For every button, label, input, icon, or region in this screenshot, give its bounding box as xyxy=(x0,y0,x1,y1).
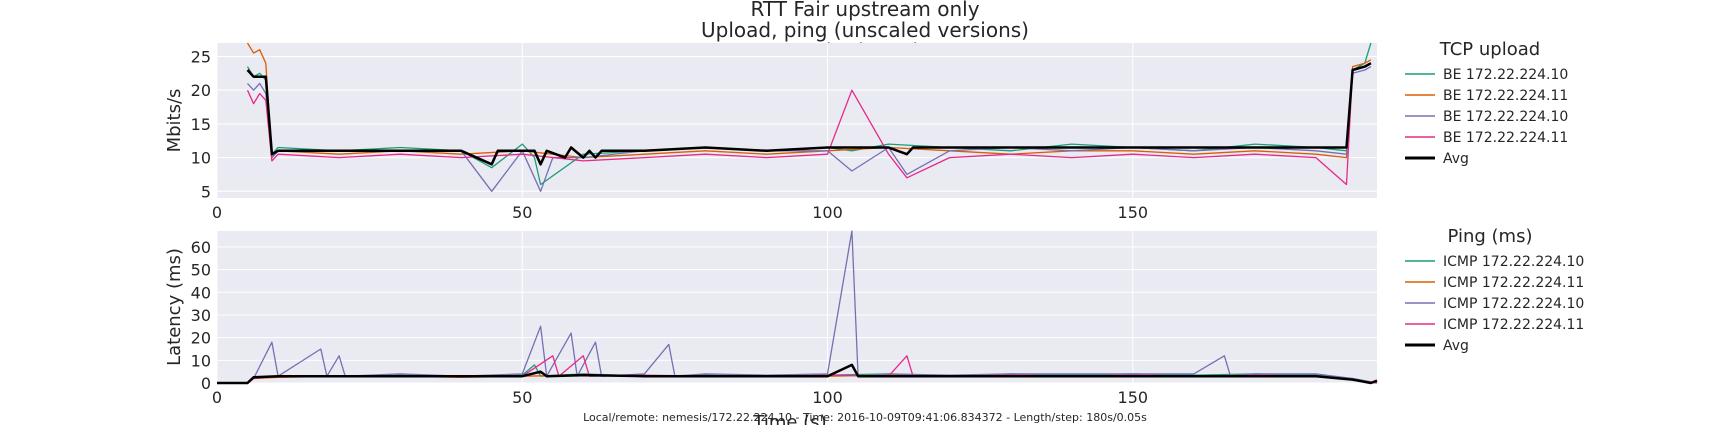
series-lines xyxy=(217,230,1378,385)
x-tick-label: 150 xyxy=(1118,203,1149,222)
x-tick-labels: 0 50 100 150 xyxy=(212,388,1148,407)
x-tick-label: 0 xyxy=(212,388,222,407)
legend: Ping (ms) ICMP 172.22.224.10 ICMP 172.22.… xyxy=(1405,226,1584,354)
x-tick-label: 0 xyxy=(212,203,222,222)
legend-title: Ping (ms) xyxy=(1448,226,1533,247)
series-line xyxy=(217,230,1378,384)
legend-label: BE 172.22.224.11 xyxy=(1443,130,1568,146)
legend-title: TCP upload xyxy=(1439,39,1540,60)
footer-info: Local/remote: nemesis/172.22.224.10 - Ti… xyxy=(583,411,1147,424)
x-tick-label: 50 xyxy=(512,388,532,407)
y-tick-label: 10 xyxy=(191,351,211,370)
legend: TCP upload BE 172.22.224.10 BE 172.22.224… xyxy=(1405,39,1568,167)
x-axis-label: Time (s) xyxy=(752,412,826,425)
y-tick-labels: 5 10 15 20 25 xyxy=(191,47,211,201)
y-tick-label: 5 xyxy=(201,182,211,201)
y-tick-label: 50 xyxy=(191,261,211,280)
legend-label: Avg xyxy=(1443,338,1469,354)
plot-background xyxy=(217,43,1377,198)
legend-label: BE 172.22.224.11 xyxy=(1443,88,1568,104)
y-tick-label: 60 xyxy=(191,238,211,257)
x-tick-label: 150 xyxy=(1118,388,1149,407)
legend-label: BE 172.22.224.10 xyxy=(1443,109,1568,125)
y-tick-label: 15 xyxy=(191,115,211,134)
y-tick-label: 30 xyxy=(191,306,211,325)
x-tick-label: 50 xyxy=(512,203,532,222)
gridlines xyxy=(216,231,1377,384)
title-line: RTT Fair upstream only xyxy=(750,0,979,21)
legend-label: ICMP 172.22.224.11 xyxy=(1443,317,1584,333)
y-tick-label: 10 xyxy=(191,149,211,168)
y-tick-label: 25 xyxy=(191,47,211,66)
y-axis-label: Latency (ms) xyxy=(164,248,185,366)
legend-label: Avg xyxy=(1443,151,1469,167)
series-line-avg xyxy=(246,62,1372,166)
x-tick-label: 100 xyxy=(812,203,843,222)
y-tick-label: 0 xyxy=(201,374,211,393)
upload-panel: 5 10 15 20 25 0 50 100 150 Mbits/s TCP upload B… xyxy=(164,39,1568,222)
title-line: Upload, ping (unscaled versions) xyxy=(701,18,1029,42)
x-tick-label: 100 xyxy=(812,388,843,407)
legend-label: ICMP 172.22.224.11 xyxy=(1443,275,1584,291)
y-axis-label: Mbits/s xyxy=(164,89,185,153)
series-lines xyxy=(246,42,1372,192)
y-tick-labels: 0 10 20 30 40 50 60 xyxy=(191,238,211,393)
y-tick-label: 20 xyxy=(191,329,211,348)
x-tick-labels: 0 50 100 150 xyxy=(212,203,1148,222)
legend-label: ICMP 172.22.224.10 xyxy=(1443,296,1584,312)
y-tick-label: 20 xyxy=(191,81,211,100)
series-line-avg xyxy=(217,363,1378,385)
plot-background xyxy=(217,231,1377,383)
legend-label: BE 172.22.224.10 xyxy=(1443,67,1568,83)
y-tick-label: 40 xyxy=(191,283,211,302)
legend-label: ICMP 172.22.224.10 xyxy=(1443,254,1584,270)
series-line xyxy=(246,62,1372,186)
